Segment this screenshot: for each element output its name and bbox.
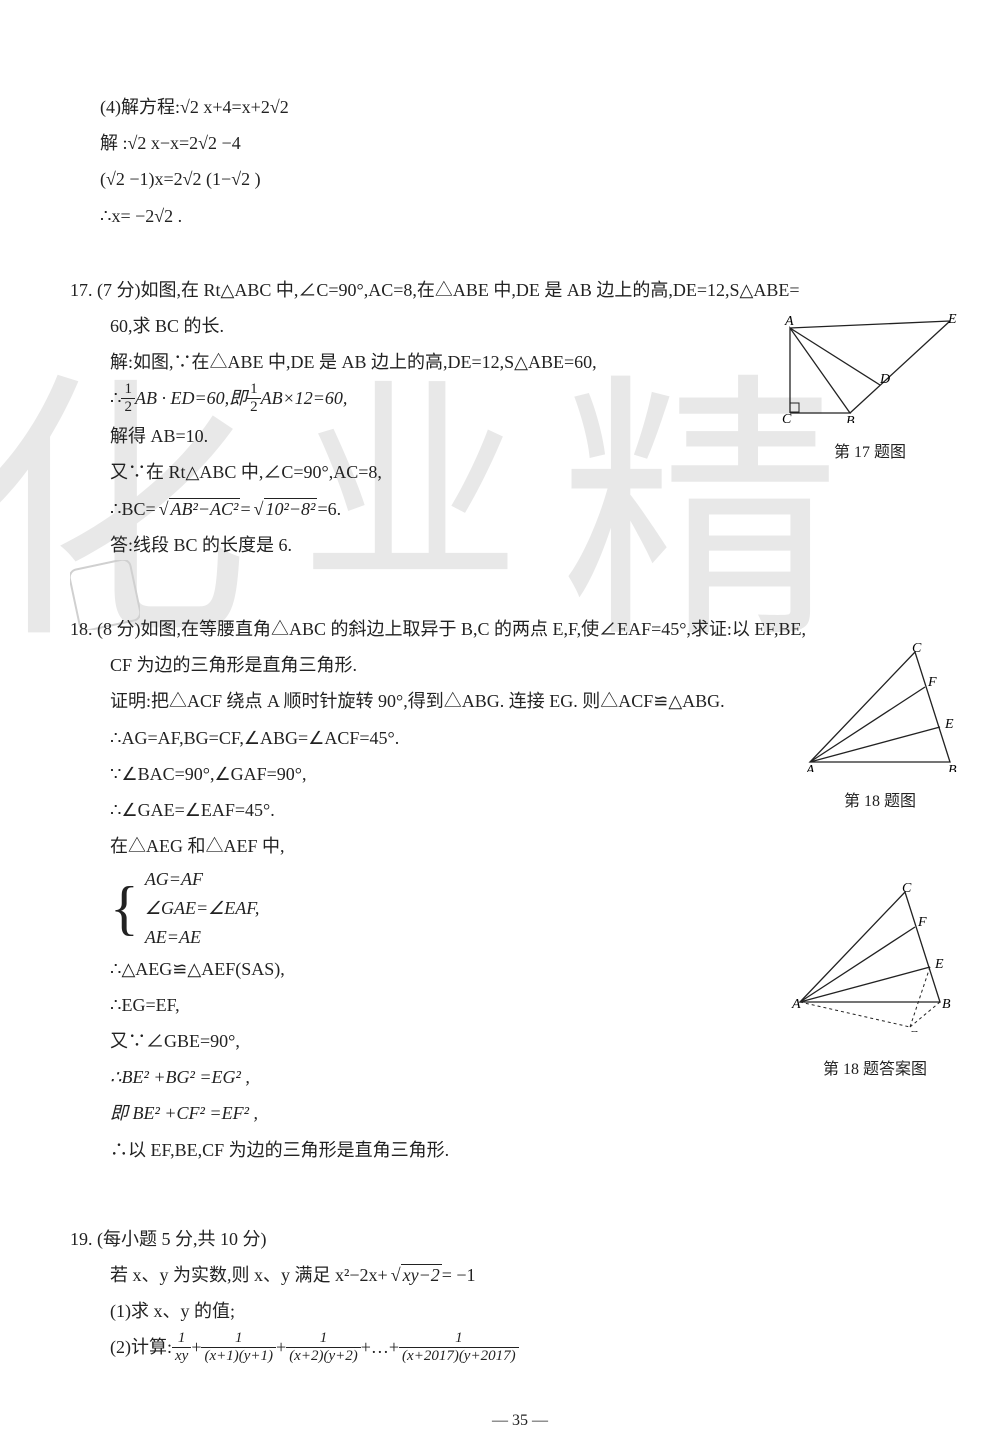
fig17-label-a: A: [784, 314, 794, 329]
page-number: — 35 —: [100, 1406, 940, 1436]
p19-f2d: (x+1)(y+1): [201, 1348, 276, 1365]
p17-l6c: =: [240, 499, 250, 519]
p17-line6: ∴BC= AB²−AC²= 10²−8²=6.: [110, 492, 940, 526]
p17-l3c: AB×12=60,: [261, 388, 348, 408]
fig18b-label-b: B: [942, 997, 951, 1012]
p19-f4d: (x+2017)(y+2017): [399, 1348, 519, 1365]
p19-f2n: 1: [201, 1330, 276, 1348]
p17-l3a: ∴: [110, 388, 121, 408]
figure-18a: A B C F E 第 18 题图: [800, 642, 960, 818]
p16-line2: 解 :√2 x−x=2√2 −4: [100, 126, 940, 160]
p17-l6b: AB²−AC²: [169, 498, 241, 519]
problem-17: 17. (7 分)如图,在 Rt△ABC 中,∠C=90°,AC=8,在△ABE…: [70, 273, 940, 562]
p19-f3n: 1: [286, 1330, 361, 1348]
fig18b-label-a: A: [791, 997, 801, 1012]
p19-f1n: 1: [172, 1330, 191, 1348]
p18-b1: AG=AF: [145, 865, 260, 894]
p19-line1: 19. (每小题 5 分,共 10 分): [70, 1222, 940, 1256]
p19-l4a: (2)计算:: [110, 1337, 172, 1357]
fig18a-label-e: E: [944, 717, 954, 732]
p19-f3d: (x+2)(y+2): [286, 1348, 361, 1365]
p18-b3: AE=AE: [145, 923, 260, 952]
fig17-label-d: D: [879, 372, 890, 387]
left-brace-icon: {: [110, 878, 139, 938]
p16-line1: (4)解方程:√2 x+4=x+2√2: [100, 90, 940, 124]
p17-l6e: =6.: [317, 499, 341, 519]
fig17-label-b: B: [846, 414, 855, 423]
p19-l2b: xy−2: [401, 1264, 442, 1285]
fig18a-label-a: A: [805, 763, 815, 772]
problem-16-4: (4)解方程:√2 x+4=x+2√2 解 :√2 x−x=2√2 −4 (√2…: [100, 90, 940, 233]
problem-19: 19. (每小题 5 分,共 10 分) 若 x、y 为实数,则 x、y 满足 …: [70, 1222, 940, 1366]
fig17-label-c: C: [782, 412, 792, 423]
fig18b-label-c: C: [902, 882, 912, 896]
p17-line1: 17. (7 分)如图,在 Rt△ABC 中,∠C=90°,AC=8,在△ABE…: [70, 273, 940, 307]
p16-line4: ∴x= −2√2 .: [100, 199, 940, 233]
figure-18b-caption: 第 18 题答案图: [790, 1055, 960, 1085]
p17-line7: 答:线段 BC 的长度是 6.: [110, 528, 940, 562]
p19-l2c: = −1: [442, 1265, 476, 1285]
p19-plus1: +: [191, 1337, 201, 1357]
p18-b2: ∠GAE=∠EAF,: [145, 894, 260, 923]
fig18a-label-b: B: [948, 763, 957, 772]
figure-18b: A B C F E G 第 18 题答案图: [790, 882, 960, 1086]
p19-line3: (1)求 x、y 的值;: [110, 1294, 940, 1328]
p19-line4: (2)计算:1xy+1(x+1)(y+1)+1(x+2)(y+2)+…+1(x+…: [110, 1330, 940, 1366]
fig18b-label-e: E: [934, 957, 944, 972]
fig18b-label-f: F: [917, 915, 927, 930]
p17-l3b: AB · ED=60,即: [135, 388, 247, 408]
problem-18: 18. (8 分)如图,在等腰直角△ABC 的斜边上取异于 B,C 的两点 E,…: [70, 612, 940, 1167]
p16-line3: (√2 −1)x=2√2 (1−√2 ): [100, 162, 940, 196]
figure-17-caption: 第 17 题图: [780, 438, 960, 468]
figure-17: A E D C B 第 17 题图: [780, 313, 960, 469]
fig18a-label-f: F: [927, 675, 937, 690]
p18-line12: ∴以 EF,BE,CF 为边的三角形是直角三角形.: [110, 1133, 940, 1167]
figure-18a-caption: 第 18 题图: [800, 787, 960, 817]
fig18b-label-g: G: [908, 1029, 918, 1032]
p19-line2: 若 x、y 为实数,则 x、y 满足 x²−2x+ xy−2= −1: [110, 1258, 940, 1292]
p19-plus2: +: [276, 1337, 286, 1357]
p17-l6a: ∴BC=: [110, 499, 156, 519]
fig18a-label-c: C: [912, 642, 922, 656]
p19-dots: +…+: [361, 1337, 399, 1357]
p19-l2a: 若 x、y 为实数,则 x、y 满足 x²−2x+: [110, 1265, 388, 1285]
p19-f1d: xy: [172, 1348, 191, 1365]
fig17-label-e: E: [947, 313, 957, 327]
p18-line11: 即 BE² +CF² =EF² ,: [110, 1096, 940, 1130]
p18-line6: 在△AEG 和△AEF 中,: [110, 829, 940, 863]
p17-l6d: 10²−8²: [264, 498, 318, 519]
p19-f4n: 1: [399, 1330, 519, 1348]
